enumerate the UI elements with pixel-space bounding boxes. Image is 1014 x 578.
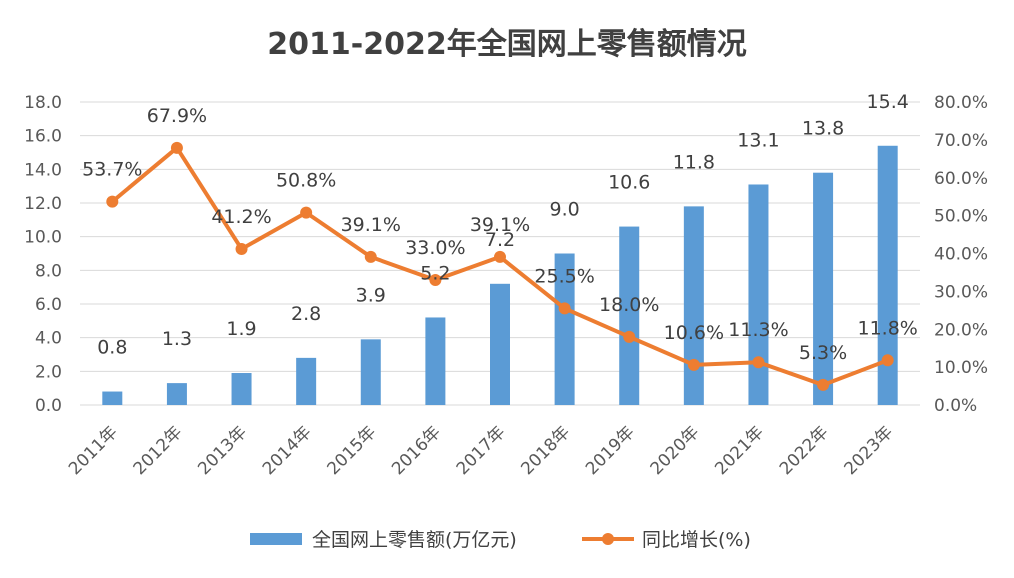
right-axis-tick-label: 10.0%: [934, 358, 988, 378]
right-axis-tick-label: 80.0%: [934, 93, 988, 113]
line-value-label: 50.8%: [276, 170, 336, 192]
line-value-label: 33.0%: [405, 237, 465, 259]
right-axis-tick-label: 20.0%: [934, 320, 988, 340]
line-value-label: 18.0%: [599, 294, 659, 316]
bar-value-label: 1.9: [226, 318, 256, 340]
bar-value-label: 7.2: [485, 229, 515, 251]
line-point: [881, 354, 894, 367]
line-point: [300, 206, 313, 219]
bar-value-label: 3.9: [356, 284, 386, 306]
line-point: [752, 356, 765, 369]
line-value-label: 25.5%: [534, 265, 594, 287]
legend-bar-swatch: [250, 533, 302, 545]
right-axis-tick-label: 0.0%: [934, 396, 977, 416]
bar-value-label: 15.4: [867, 91, 909, 113]
bar: [425, 317, 446, 405]
bar-value-label: 11.8: [673, 151, 715, 173]
line-value-label: 10.6%: [664, 322, 724, 344]
left-axis-tick-label: 0.0: [35, 396, 62, 416]
bar: [490, 283, 510, 405]
bar: [554, 253, 575, 405]
bar-value-label: 5.2: [420, 262, 450, 284]
x-axis-tick-label: 2022年: [776, 422, 833, 479]
line-point: [106, 195, 119, 208]
gridlines: [80, 101, 920, 406]
line-value-label: 39.1%: [341, 214, 401, 236]
line-value-label: 53.7%: [82, 159, 142, 181]
line-series: [106, 141, 894, 391]
bar-value-label: 13.8: [802, 118, 844, 140]
line-value-label: 39.1%: [470, 214, 530, 236]
bar: [683, 206, 704, 405]
line-value-label: 41.2%: [211, 206, 271, 228]
left-axis-tick-label: 6.0: [35, 295, 62, 315]
right-axis-tick-label: 60.0%: [934, 169, 988, 189]
line-point: [364, 250, 377, 263]
x-axis-tick-label: 2012年: [130, 422, 187, 479]
bar-value-label: 9.0: [550, 199, 580, 221]
line-point: [623, 330, 636, 343]
line-value-label: 5.3%: [799, 342, 847, 364]
left-axis-tick-label: 8.0: [35, 261, 62, 281]
bar-value-label: 13.1: [737, 129, 779, 151]
bar: [360, 339, 381, 405]
right-axis-ticks: 0.0% 10.0% 20.0% 30.0% 40.0% 50.0% 60.0% 70.0% 8…: [934, 93, 988, 416]
x-axis-tick-label: 2016年: [388, 422, 445, 479]
bar: [166, 383, 187, 405]
chart-title: 2011-2022年全国网上零售额情况: [267, 27, 746, 62]
x-axis-tick-label: 2020年: [647, 422, 704, 479]
line-point: [170, 141, 183, 154]
x-axis-tick-label: 2023年: [840, 422, 897, 479]
legend: 全国网上零售额(万亿元) 同比增长(%): [250, 529, 751, 551]
line-value-label: 67.9%: [147, 105, 207, 127]
data-labels: 0.8 1.3 1.9 2.8 3.9 5.2 7.2 9.0 10.6 11.8 13.1 13.8…: [82, 91, 918, 364]
bar-value-label: 0.8: [97, 337, 127, 359]
bar: [619, 226, 640, 405]
x-axis-tick-label: 2017年: [453, 422, 510, 479]
left-axis-tick-label: 2.0: [35, 362, 62, 382]
legend-line-marker: [602, 533, 614, 545]
left-axis-tick-label: 14.0: [24, 160, 62, 180]
left-axis-tick-label: 10.0: [24, 228, 62, 248]
bar-value-label: 2.8: [291, 303, 321, 325]
right-axis-tick-label: 30.0%: [934, 282, 988, 302]
legend-bar-label: 全国网上零售额(万亿元): [312, 529, 517, 551]
x-axis-tick-label: 2013年: [194, 422, 251, 479]
x-axis-tick-label: 2021年: [711, 422, 768, 479]
left-axis-tick-label: 18.0: [24, 93, 62, 113]
x-axis-tick-label: 2014年: [259, 422, 316, 479]
bar: [813, 172, 834, 405]
x-axis-tick-label: 2019年: [582, 422, 639, 479]
right-axis-tick-label: 50.0%: [934, 207, 988, 227]
x-axis-ticks: 2011年 2012年 2013年 2014年 2015年 2016年 2017年 2018年…: [65, 422, 897, 479]
line-value-label: 11.3%: [728, 319, 788, 341]
x-axis-tick-label: 2011年: [65, 422, 122, 479]
bar-value-label: 10.6: [608, 172, 650, 194]
x-axis-tick-label: 2018年: [517, 422, 574, 479]
bar: [231, 373, 252, 405]
line-point: [429, 274, 442, 287]
left-axis-tick-label: 16.0: [24, 127, 62, 147]
left-axis-tick-label: 12.0: [24, 194, 62, 214]
line-point: [235, 242, 248, 255]
line-value-label: 11.8%: [858, 317, 918, 339]
line-point: [817, 378, 830, 391]
x-axis-tick-label: 2015年: [324, 422, 381, 479]
bar: [877, 145, 898, 405]
bar: [748, 184, 769, 405]
bar: [102, 391, 123, 405]
legend-line-label: 同比增长(%): [642, 529, 751, 551]
bar-series: [102, 145, 898, 405]
left-axis-ticks: 0.0 2.0 4.0 6.0 8.0 10.0 12.0 14.0 16.0 18.0: [24, 93, 62, 416]
left-axis-tick-label: 4.0: [35, 329, 62, 349]
bar-value-label: 1.3: [162, 328, 192, 350]
line-point: [558, 302, 571, 315]
right-axis-tick-label: 70.0%: [934, 131, 988, 151]
right-axis-tick-label: 40.0%: [934, 245, 988, 265]
bar: [296, 357, 317, 405]
line-point: [687, 358, 700, 371]
line-point: [494, 250, 506, 263]
